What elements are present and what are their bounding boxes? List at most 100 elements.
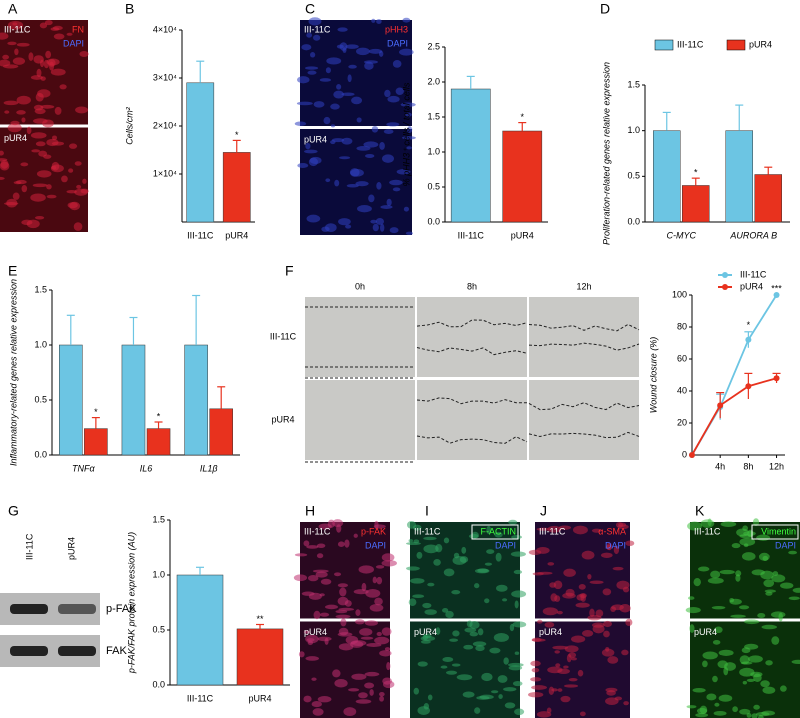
cell <box>702 660 708 668</box>
cell <box>26 126 32 135</box>
stain-label: F-ACTIN <box>481 526 517 536</box>
panel-label: G <box>8 503 19 519</box>
cell <box>348 688 360 692</box>
cell <box>424 609 437 615</box>
cell <box>449 638 459 642</box>
cell <box>309 156 322 165</box>
cell <box>294 121 307 126</box>
cell <box>307 574 319 582</box>
cell <box>564 645 579 653</box>
cell <box>319 612 330 617</box>
cell <box>30 193 46 202</box>
cell <box>613 545 620 555</box>
cell <box>547 562 555 566</box>
cell <box>484 598 490 604</box>
cell <box>451 663 461 667</box>
cell <box>0 159 9 169</box>
cell <box>382 154 394 163</box>
condition-label: III-11C <box>304 526 331 536</box>
cell <box>311 701 322 708</box>
cell <box>685 607 701 614</box>
cell <box>28 52 34 61</box>
cell <box>383 129 394 134</box>
cell <box>763 579 775 588</box>
cell <box>403 206 409 212</box>
y-axis-label: Proliferation-related genes relative exp… <box>601 62 611 245</box>
cell <box>498 694 503 699</box>
cell <box>372 576 377 584</box>
cell <box>312 708 324 716</box>
cell <box>7 123 22 133</box>
cell <box>688 596 695 600</box>
cell <box>374 636 390 645</box>
cell <box>474 707 481 714</box>
x-tick-label: 12h <box>769 461 784 471</box>
y-tick-label: 1.5 <box>427 111 440 121</box>
cell <box>693 577 701 587</box>
cell <box>68 168 74 173</box>
cell <box>59 84 67 90</box>
bar <box>121 344 146 456</box>
cell <box>320 578 332 585</box>
cell <box>345 224 352 229</box>
cell <box>0 176 5 180</box>
cell <box>400 102 416 107</box>
cell <box>711 605 726 610</box>
cell <box>338 218 351 226</box>
cell <box>364 671 380 677</box>
y-tick-label: 60 <box>677 353 687 363</box>
cell <box>514 651 520 655</box>
x-tick-label: C-MYC <box>667 230 697 240</box>
y-tick-label: 0.5 <box>152 624 165 634</box>
cell <box>423 544 439 554</box>
cell <box>452 630 460 637</box>
y-tick-label: 40 <box>677 385 687 395</box>
y-tick-label: 0.5 <box>627 171 640 181</box>
condition-label: pUR4 <box>539 627 562 637</box>
cell <box>464 627 477 633</box>
cell <box>0 150 4 156</box>
cell <box>301 591 315 596</box>
wound-image <box>417 297 527 377</box>
cell <box>310 52 316 58</box>
cell <box>49 61 55 71</box>
condition-label: III-11C <box>539 526 566 536</box>
cell <box>493 633 509 642</box>
cell <box>330 140 336 145</box>
cell <box>379 650 392 657</box>
band-label: p-FAK <box>106 603 137 615</box>
cell <box>325 604 338 610</box>
cell <box>497 675 508 683</box>
cell <box>550 593 558 602</box>
cell <box>412 594 425 599</box>
cell <box>462 691 475 698</box>
cell <box>528 692 544 698</box>
cell <box>306 214 321 223</box>
cell <box>536 527 551 531</box>
cell <box>296 101 313 106</box>
cell <box>389 227 399 234</box>
cell <box>732 706 738 713</box>
cell <box>696 707 708 715</box>
cell <box>456 674 473 681</box>
cell <box>2 54 10 60</box>
cell <box>69 201 81 211</box>
panel-label: D <box>600 1 610 17</box>
cell <box>443 568 455 577</box>
cell <box>720 521 737 527</box>
wound-image <box>305 297 415 377</box>
cell <box>372 223 379 232</box>
cell <box>355 699 372 704</box>
cell <box>475 645 485 652</box>
cell <box>537 619 543 624</box>
cell <box>508 519 518 525</box>
cell <box>503 657 509 665</box>
cell <box>736 528 749 537</box>
cell <box>358 565 375 574</box>
cell <box>332 669 341 678</box>
cell <box>440 665 448 669</box>
stain-box <box>471 524 519 540</box>
cell <box>306 545 319 549</box>
cell <box>476 695 490 700</box>
